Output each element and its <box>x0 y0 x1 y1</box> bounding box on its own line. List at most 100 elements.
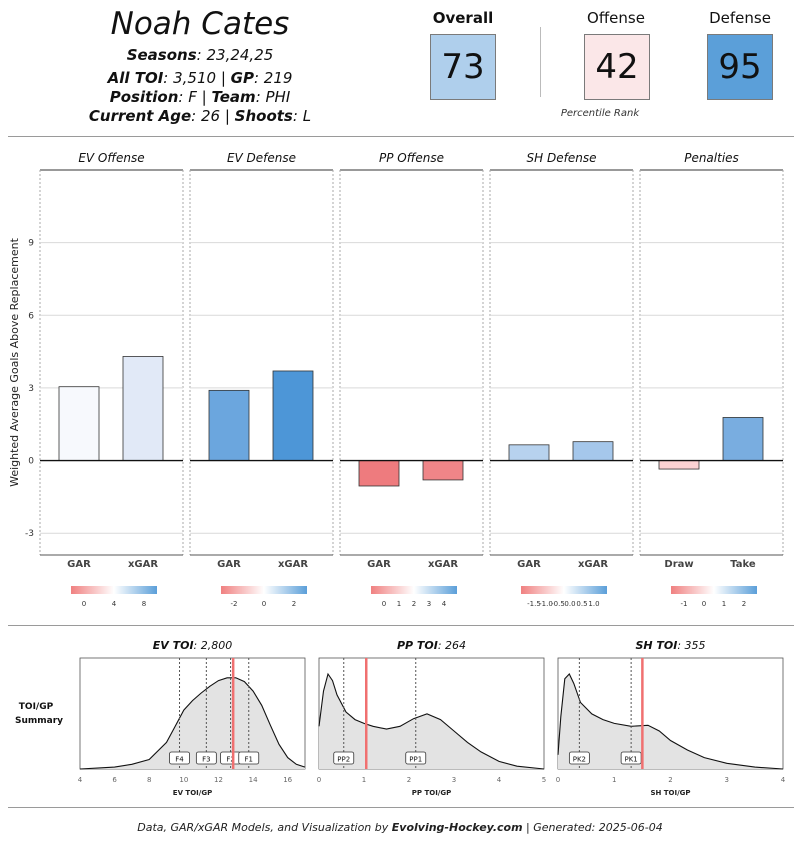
toi-title-value: : 264 <box>438 639 466 652</box>
x-tick-label: 5 <box>542 776 546 784</box>
footer-prefix: Data, GAR/xGAR Models, and Visualization… <box>137 821 392 834</box>
defense-rank-box: 95 <box>707 34 773 100</box>
gp-value: : 219 <box>253 69 293 87</box>
legend-tick-label: 0 <box>82 600 86 608</box>
legend-tick-label: 4 <box>112 600 117 608</box>
bar-gar <box>508 444 550 461</box>
footer-brand: Evolving-Hockey.com <box>391 821 523 834</box>
shoots-value: : L <box>292 107 312 125</box>
tier-marker-box <box>568 751 590 765</box>
x-tick-label: 4 <box>78 776 83 784</box>
age-line: Current Age: 26 | Shoots: L <box>0 107 400 125</box>
seasons-value: : 23,24,25 <box>196 46 274 64</box>
tier-marker-box <box>333 751 355 765</box>
toi-label: All TOI <box>107 69 164 87</box>
category-label: GAR <box>67 559 91 570</box>
legend-tick-label: 0 <box>702 600 706 608</box>
rank-divider <box>540 27 541 97</box>
y-tick-label: 0 <box>28 457 34 467</box>
tier-marker-box <box>195 751 217 765</box>
legend-tick-label: 4 <box>442 600 447 608</box>
legend-tick-label: -1.0 <box>539 600 553 608</box>
tier-marker-box <box>238 751 260 765</box>
bar-xgar <box>572 441 614 461</box>
tier-marker-label: PP2 <box>337 756 350 764</box>
category-label: GAR <box>367 559 391 570</box>
seasons-line: Seasons: 23,24,25 <box>0 46 400 64</box>
density-fill <box>558 674 783 769</box>
tier-marker-label: F4 <box>175 756 184 764</box>
x-tick-label: 14 <box>249 776 258 784</box>
x-tick-label: 10 <box>179 776 188 784</box>
bar-gar <box>58 386 100 461</box>
legend-tick-label: 1 <box>722 600 726 608</box>
legend-tick-label: 8 <box>142 600 146 608</box>
color-legend-bar <box>371 586 457 594</box>
position-value: : F | <box>178 88 212 106</box>
toi-title-bold: EV TOI <box>153 639 194 652</box>
x-tick-label: 2 <box>407 776 411 784</box>
category-label: xGAR <box>278 559 308 570</box>
legend-tick-label: 0.0 <box>564 600 575 608</box>
x-tick-label: 1 <box>612 776 616 784</box>
bar-xgar <box>272 370 314 461</box>
x-tick-label: 3 <box>725 776 729 784</box>
seasons-label: Seasons <box>126 46 197 64</box>
color-legend-bar <box>671 586 757 594</box>
tier-marker-box <box>405 751 427 765</box>
bar-draw <box>658 460 700 470</box>
bar-xgar <box>422 460 464 481</box>
x-tick-label: 3 <box>452 776 456 784</box>
y-tick-label: 3 <box>28 384 34 394</box>
bar-take <box>722 417 764 461</box>
legend-tick-label: 2 <box>292 600 296 608</box>
panel-title: Penalties <box>684 151 739 165</box>
x-axis-title: SH TOI/GP <box>650 789 690 797</box>
legend-tick-label: 0.5 <box>576 600 587 608</box>
toi-value: : 3,510 | <box>163 69 231 87</box>
panel-title: EV Defense <box>227 151 296 165</box>
category-label: xGAR <box>128 559 158 570</box>
legend-tick-label: 0 <box>262 600 266 608</box>
x-tick-label: 2 <box>668 776 672 784</box>
tier-marker-label: F3 <box>202 756 210 764</box>
legend-tick-label: -1 <box>681 600 688 608</box>
tier-marker-label: PK2 <box>573 756 586 764</box>
x-tick-label: 0 <box>556 776 560 784</box>
age-value: : 26 | <box>191 107 235 125</box>
offense-rank-box: 42 <box>584 34 650 100</box>
color-legend-bar <box>221 586 307 594</box>
player-name: Noah Cates <box>110 6 290 42</box>
x-tick-label: 4 <box>781 776 786 784</box>
toi-panel-title: PP TOI: 264 <box>397 639 466 652</box>
legend-tick-label: 3 <box>427 600 431 608</box>
legend-tick-label: 2 <box>742 600 746 608</box>
x-tick-label: 0 <box>317 776 321 784</box>
overall-rank-box: 73 <box>430 34 496 100</box>
x-axis-title: PP TOI/GP <box>412 789 451 797</box>
offense-title: Offense <box>587 9 645 27</box>
legend-tick-label: -1.5 <box>527 600 541 608</box>
toi-panel-title: EV TOI: 2,800 <box>153 639 233 652</box>
toi-title-bold: SH TOI <box>635 639 677 652</box>
legend-tick-label: 1.0 <box>588 600 599 608</box>
panel-title: PP Offense <box>379 151 444 165</box>
toi-side-label-2: Summary <box>14 716 64 726</box>
density-curve <box>318 672 545 770</box>
density-curve <box>79 677 306 770</box>
density-curve <box>557 673 784 770</box>
density-fill <box>319 674 544 769</box>
tier-marker-label: F2 <box>226 756 234 764</box>
x-tick-label: 1 <box>362 776 366 784</box>
position-label: Position <box>109 88 179 106</box>
x-tick-label: 4 <box>497 776 502 784</box>
tier-marker-label: PP1 <box>409 756 422 764</box>
toi-title-value: : 2,800 <box>194 639 233 652</box>
toi-title-bold: PP TOI <box>397 639 438 652</box>
color-legend-bar <box>71 586 157 594</box>
x-tick-label: 16 <box>283 776 292 784</box>
tier-marker-label: F1 <box>245 756 253 764</box>
bar-gar <box>358 460 400 487</box>
gp-label: GP <box>230 69 254 87</box>
position-line: Position: F | Team: PHI <box>0 88 400 106</box>
